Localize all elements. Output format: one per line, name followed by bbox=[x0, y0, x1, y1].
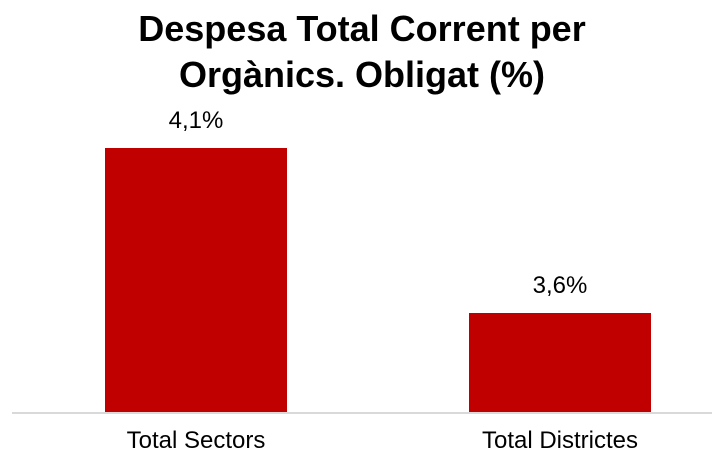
labels-group: 4,1% Total Sectors 3,6% Total Districtes bbox=[127, 107, 638, 454]
category-label-1: Total Sectors bbox=[127, 427, 266, 454]
data-label-2: 3,6% bbox=[533, 272, 588, 299]
bars-group bbox=[105, 148, 651, 412]
category-label-2: Total Districtes bbox=[482, 427, 638, 454]
data-label-1: 4,1% bbox=[169, 107, 224, 134]
chart-title-line-2: Orgànics. Obligat (%) bbox=[178, 54, 546, 95]
chart-title-line-1: Despesa Total Corrent per bbox=[138, 8, 586, 49]
bar-1 bbox=[105, 148, 287, 412]
bar-2 bbox=[469, 313, 651, 412]
chart-title: Despesa Total Corrent per Orgànics. Obli… bbox=[0, 6, 724, 98]
